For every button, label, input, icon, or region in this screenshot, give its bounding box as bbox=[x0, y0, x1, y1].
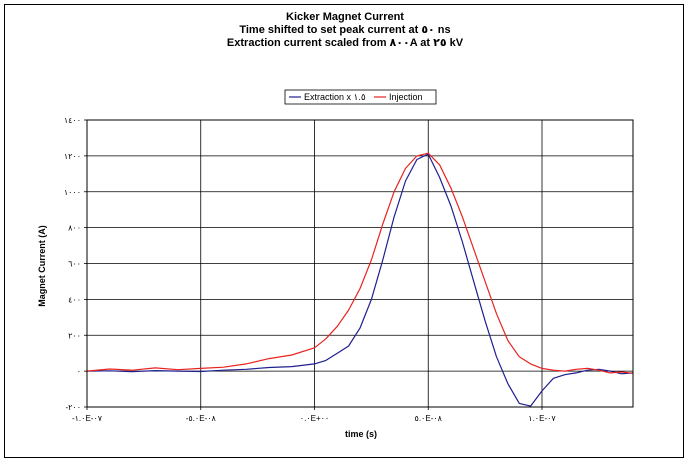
chart-frame: Kicker Magnet Current Time shifted to se… bbox=[4, 4, 684, 458]
series-line-1 bbox=[86, 152, 634, 374]
y-axis-title: Magnet Current (A) bbox=[37, 225, 47, 307]
chart-title: Kicker Magnet Current Time shifted to se… bbox=[227, 11, 464, 49]
x-tick-label-0: -١.٠E-٠٧ bbox=[72, 414, 103, 423]
chart-title-line-1: Kicker Magnet Current bbox=[286, 11, 404, 23]
y-tick-label-6: ١٠٠٠ bbox=[64, 188, 81, 197]
series-line-0 bbox=[86, 153, 634, 407]
x-tick-label-2: ٠.٠E+٠٠ bbox=[300, 414, 329, 423]
chart-title-line-2: Time shifted to set peak current at ٥٠ n… bbox=[239, 24, 450, 36]
legend-label-extraction: Extraction x ١.٥ bbox=[304, 92, 366, 102]
x-tick-label-3: ٥.٠E-٠٨ bbox=[415, 414, 443, 423]
chart-title-line-3: Extraction current scaled from ٨٠٠A at ٢… bbox=[227, 37, 464, 49]
y-tick-label-7: ١٢٠٠ bbox=[64, 152, 81, 161]
y-tick-label-5: ٨٠٠ bbox=[68, 224, 81, 233]
y-tick-label-4: ٦٠٠ bbox=[68, 260, 81, 269]
x-tick-label-4: ١.٠E-٠٧ bbox=[528, 414, 556, 423]
y-tick-label-1: ٠ bbox=[77, 367, 81, 376]
plot-area: -٢٠٠ ٠ ٢٠٠ ٤٠٠ ٦٠٠ ٨٠٠ ١٠٠٠ ١٢٠٠ ١٤٠٠ -١.٠E-٠٧ -٥.… bbox=[64, 116, 634, 423]
legend-box bbox=[284, 89, 437, 105]
legend-label-injection: Injection bbox=[389, 92, 423, 102]
y-tick-label-0: -٢٠٠ bbox=[65, 403, 81, 412]
x-tick-label-1: -٥.٠E-٠٨ bbox=[186, 414, 217, 423]
plot-border bbox=[86, 119, 634, 408]
chart: Kicker Magnet Current Time shifted to se… bbox=[37, 11, 634, 439]
legend: Extraction x ١.٥ Injection bbox=[284, 89, 437, 105]
x-axis-title: time (s) bbox=[345, 429, 377, 439]
y-tick-label-2: ٢٠٠ bbox=[68, 331, 81, 340]
y-tick-label-8: ١٤٠٠ bbox=[64, 116, 81, 125]
y-tick-label-3: ٤٠٠ bbox=[68, 295, 81, 304]
